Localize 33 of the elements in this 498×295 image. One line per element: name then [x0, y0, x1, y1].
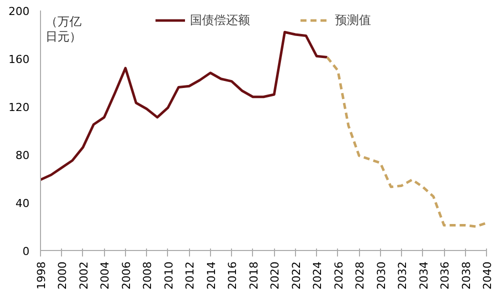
legend-label: 预测值 — [335, 12, 371, 28]
x-tick-label: 2010 — [162, 261, 176, 290]
x-tick-label: 1998 — [35, 261, 48, 290]
x-tick-label: 2028 — [354, 261, 367, 290]
x-tick-label: 2020 — [268, 261, 282, 290]
x-tick-label: 2034 — [417, 261, 430, 290]
y-tick-label: 160 — [8, 53, 30, 66]
x-tick-label: 2040 — [481, 261, 494, 290]
x-tick-label: 2008 — [141, 261, 154, 290]
line-series — [326, 56, 486, 228]
legend-label: 国债偿还额 — [190, 12, 250, 28]
y-tick-label: 40 — [16, 197, 30, 210]
x-tick-label: 2016 — [226, 261, 240, 290]
x-tick-label: 2022 — [290, 261, 303, 290]
x-tick-label: 2002 — [77, 261, 90, 290]
x-tick-label: 2012 — [184, 261, 197, 290]
y-axis-title: （万亿日元） — [46, 14, 82, 44]
y-tick-label: 120 — [8, 101, 30, 114]
x-tick-label: 2014 — [204, 261, 218, 290]
x-tick-label: 2000 — [56, 261, 70, 290]
x-tick-label: 2018 — [247, 261, 260, 290]
line-series — [40, 30, 328, 181]
x-tick-label: 2030 — [374, 261, 388, 290]
x-tick-label: 2024 — [311, 261, 324, 290]
x-tick-label: 2004 — [98, 261, 112, 290]
y-tick-label: 0 — [22, 245, 30, 258]
x-tick-label: 2036 — [438, 261, 452, 290]
x-tick-label: 2038 — [460, 261, 473, 290]
x-tick-label: 2026 — [332, 261, 346, 290]
x-tick-label: 2006 — [120, 261, 133, 290]
y-tick-label: 80 — [16, 149, 30, 162]
y-tick-label: 200 — [8, 5, 30, 18]
x-tick-label: 2032 — [396, 261, 410, 290]
